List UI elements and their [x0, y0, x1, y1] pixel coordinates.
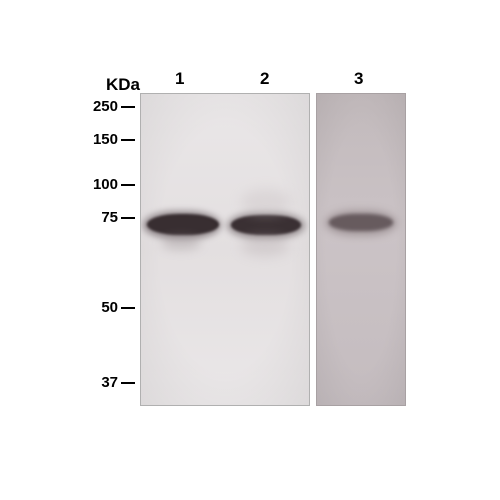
lane-number-label: 2	[260, 69, 269, 89]
mw-tick-label: 250	[93, 98, 118, 115]
mw-tick-mark	[121, 106, 135, 108]
protein-band	[227, 212, 305, 239]
mw-tick-label: 100	[93, 176, 118, 193]
mw-tick-mark	[121, 184, 135, 186]
blot-strip	[316, 93, 406, 406]
lane-number-label: 3	[354, 69, 363, 89]
protein-band	[325, 210, 397, 236]
protein-band	[241, 236, 289, 256]
mw-tick-mark	[121, 307, 135, 309]
mw-tick-label: 150	[93, 131, 118, 148]
protein-band	[143, 211, 221, 239]
axis-unit-label: KDa	[106, 75, 140, 95]
protein-band	[241, 189, 291, 215]
protein-band	[161, 236, 201, 250]
mw-tick-mark	[121, 139, 135, 141]
mw-tick-mark	[121, 217, 135, 219]
lane-number-label: 1	[175, 69, 184, 89]
mw-tick-label: 37	[101, 374, 118, 391]
blot-vignette	[317, 94, 405, 405]
mw-tick-label: 75	[101, 209, 118, 226]
mw-tick-label: 50	[101, 299, 118, 316]
blot-strip	[140, 93, 310, 406]
mw-tick-mark	[121, 382, 135, 384]
